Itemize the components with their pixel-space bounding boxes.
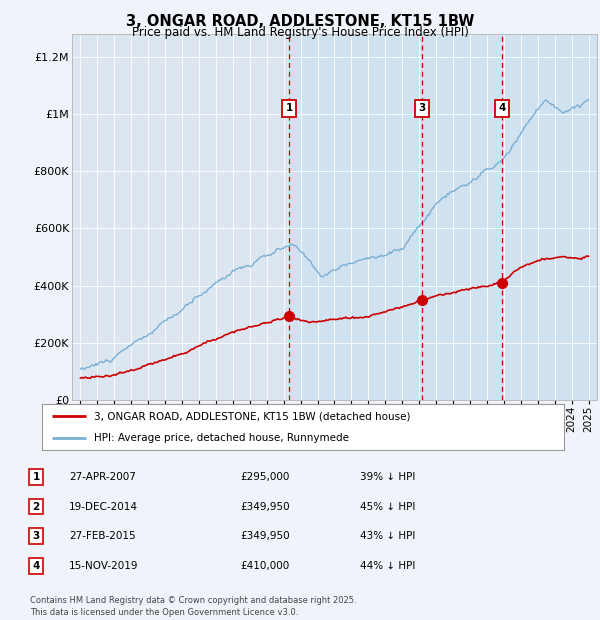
Text: 19-DEC-2014: 19-DEC-2014 (69, 502, 138, 512)
Text: 44% ↓ HPI: 44% ↓ HPI (360, 561, 415, 571)
Text: £349,950: £349,950 (240, 531, 290, 541)
Text: 4: 4 (32, 561, 40, 571)
Text: Contains HM Land Registry data © Crown copyright and database right 2025.
This d: Contains HM Land Registry data © Crown c… (30, 596, 356, 617)
Text: 27-APR-2007: 27-APR-2007 (69, 472, 136, 482)
Text: £410,000: £410,000 (240, 561, 289, 571)
Text: 2: 2 (32, 502, 40, 512)
Text: 3: 3 (418, 104, 425, 113)
Text: 43% ↓ HPI: 43% ↓ HPI (360, 531, 415, 541)
Text: 1: 1 (286, 104, 293, 113)
Text: 3, ONGAR ROAD, ADDLESTONE, KT15 1BW: 3, ONGAR ROAD, ADDLESTONE, KT15 1BW (126, 14, 474, 29)
Text: 3, ONGAR ROAD, ADDLESTONE, KT15 1BW (detached house): 3, ONGAR ROAD, ADDLESTONE, KT15 1BW (det… (94, 412, 411, 422)
Text: Price paid vs. HM Land Registry's House Price Index (HPI): Price paid vs. HM Land Registry's House … (131, 26, 469, 39)
Text: HPI: Average price, detached house, Runnymede: HPI: Average price, detached house, Runn… (94, 433, 349, 443)
Text: 39% ↓ HPI: 39% ↓ HPI (360, 472, 415, 482)
Text: 1: 1 (32, 472, 40, 482)
Text: £349,950: £349,950 (240, 502, 290, 512)
Text: 27-FEB-2015: 27-FEB-2015 (69, 531, 136, 541)
Text: 3: 3 (32, 531, 40, 541)
Text: 15-NOV-2019: 15-NOV-2019 (69, 561, 139, 571)
Text: 4: 4 (498, 104, 506, 113)
Text: 45% ↓ HPI: 45% ↓ HPI (360, 502, 415, 512)
Text: £295,000: £295,000 (240, 472, 289, 482)
Bar (289, 34, 597, 400)
